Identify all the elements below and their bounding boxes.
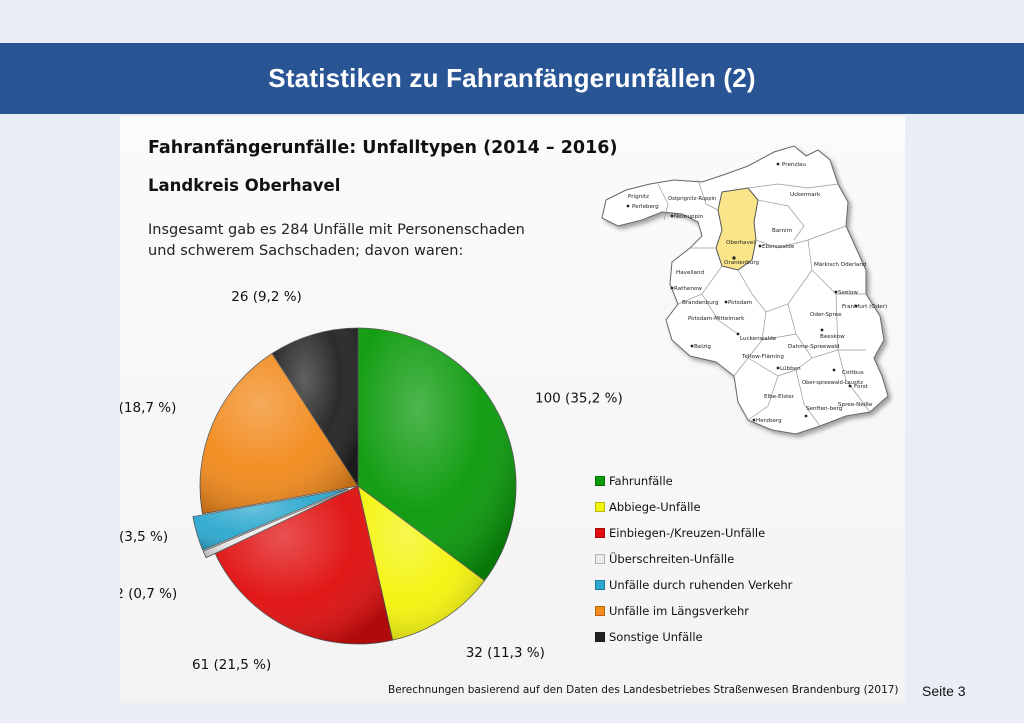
legend-swatch: [595, 606, 605, 616]
map-label: Oberhavel: [726, 240, 755, 246]
legend-label: Unfälle im Längsverkehr: [609, 604, 749, 618]
page-number: Seite 3: [922, 683, 966, 699]
legend-swatch: [595, 554, 605, 564]
map-label: Eberswalde: [762, 244, 795, 250]
legend-item: Überschreiten-Unfälle: [595, 546, 792, 572]
map-label: Seelow: [838, 290, 858, 296]
legend-label: Einbiegen-/Kreuzen-Unfälle: [609, 526, 766, 540]
intro-text: Insgesamt gab es 284 Unfälle mit Persone…: [148, 220, 548, 262]
map-label: Märkisch Oderland: [814, 262, 867, 268]
map-label: Lübben: [780, 366, 801, 372]
map-labels: Prenzlau Prignitz Perleberg Ostprignitz-…: [628, 162, 887, 424]
oberhavel-region: [715, 187, 759, 271]
district-heading: Landkreis Oberhavel: [148, 176, 341, 195]
map-label: Frankfurt (Oder): [842, 304, 887, 310]
pie-slice-shading: [358, 328, 516, 581]
legend-swatch: [595, 528, 605, 538]
source-note: Berechnungen basierend auf den Daten des…: [388, 684, 899, 696]
legend-label: Sonstige Unfälle: [609, 630, 703, 644]
top-strip: [0, 0, 1024, 43]
title-banner: Statistiken zu Fahranfängerunfällen (2): [0, 43, 1024, 114]
legend-item: Fahrunfälle: [595, 468, 792, 494]
pie-slice-shading: [358, 486, 485, 641]
legend-item: Sonstige Unfälle: [595, 624, 792, 650]
district-borders: [657, 179, 871, 427]
map-label: Luckenwalde: [740, 336, 777, 342]
pie-data-label: 61 (21,5 %): [192, 657, 271, 673]
content-panel: Fahranfängerunfälle: Unfalltypen (2014 –…: [120, 116, 905, 703]
pie-data-label: 53 (18,7 %): [120, 400, 176, 416]
map-label: Prenzlau: [782, 162, 806, 168]
map-label: Ober-spreewald-Lausitz: [802, 380, 863, 386]
legend-swatch: [595, 502, 605, 512]
pie-data-label: 10 (3,5 %): [120, 529, 168, 545]
legend-item: Unfälle im Längsverkehr: [595, 598, 792, 624]
legend-swatch: [595, 632, 605, 642]
legend-swatch: [595, 580, 605, 590]
slide-title: Statistiken zu Fahranfängerunfällen (2): [268, 63, 756, 93]
legend-label: Unfälle durch ruhenden Verkehr: [609, 578, 793, 592]
map-label: Havelland: [676, 270, 704, 276]
pie-slice-shading: [203, 490, 349, 558]
legend-label: Fahrunfälle: [609, 474, 673, 488]
map-label: Barnim: [772, 228, 792, 234]
legend-item: Einbiegen-/Kreuzen-Unfälle: [595, 520, 792, 546]
chart-legend: Fahrunfälle Abbiege-Unfälle Einbiegen-/Kre…: [595, 468, 792, 650]
map-label: Oranienburg: [724, 260, 760, 266]
map-label: Cottbus: [842, 370, 864, 376]
map-label: Brandenburg: [682, 300, 719, 306]
map-label: Dahme-Spreewald: [788, 344, 840, 350]
map-label: Elbe-Elster: [764, 394, 795, 400]
pie-data-label: 2 (0,7 %): [120, 586, 177, 602]
map-label: Neuruppin: [674, 214, 704, 220]
map-label: Potsdam-Mittelmark: [688, 316, 745, 322]
pie-slice-shading: [215, 486, 393, 644]
pie-data-label: 100 (35,2 %): [535, 390, 623, 406]
pie-chart: 100 (35,2 %) 32 (11,3 %) 61 (21,5 %) 2 (0,7…: [120, 289, 623, 673]
intro-line-1: Insgesamt gab es 284 Unfälle mit Persone…: [148, 222, 525, 238]
map-label: Senften-berg: [806, 406, 843, 412]
map-label: Uckermark: [790, 192, 821, 198]
map-label: Perleberg: [632, 204, 659, 210]
map-label: Belzig: [694, 344, 711, 350]
legend-item: Unfälle durch ruhenden Verkehr: [595, 572, 792, 598]
map-town-dots: [626, 162, 858, 422]
legend-label: Überschreiten-Unfälle: [609, 552, 735, 566]
chart-heading: Fahranfängerunfälle: Unfalltypen (2014 –…: [148, 138, 618, 158]
legend-swatch: [595, 476, 605, 486]
map-label: Prignitz: [628, 194, 649, 200]
map-label: Spree-Neiße: [838, 402, 873, 408]
map-label: Forst: [854, 384, 869, 390]
map-label: Oder-Spree: [810, 312, 842, 318]
map-label: Rathenow: [674, 286, 702, 292]
pie-data-label: 26 (9,2 %): [231, 289, 302, 305]
pie-data-label: 32 (11,3 %): [466, 645, 545, 661]
map-label: Potsdam: [728, 300, 752, 306]
map-label: Herzberg: [756, 418, 782, 424]
pie-slice-shading: [192, 488, 349, 551]
pie-slice-shading: [272, 328, 358, 486]
map-label: Beeskow: [820, 334, 845, 340]
legend-item: Abbiege-Unfälle: [595, 494, 792, 520]
legend-label: Abbiege-Unfälle: [609, 500, 701, 514]
pie-slice-shading: [200, 353, 358, 514]
intro-line-2: und schwerem Sachschaden; davon waren:: [148, 243, 464, 259]
brandenburg-map: Prenzlau Prignitz Perleberg Ostprignitz-…: [601, 145, 889, 435]
map-label: Ostprignitz-Ruppin: [668, 196, 716, 202]
map-label: Teltow-Fläming: [741, 354, 784, 360]
